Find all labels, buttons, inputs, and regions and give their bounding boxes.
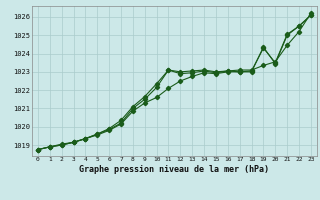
X-axis label: Graphe pression niveau de la mer (hPa): Graphe pression niveau de la mer (hPa) <box>79 165 269 174</box>
